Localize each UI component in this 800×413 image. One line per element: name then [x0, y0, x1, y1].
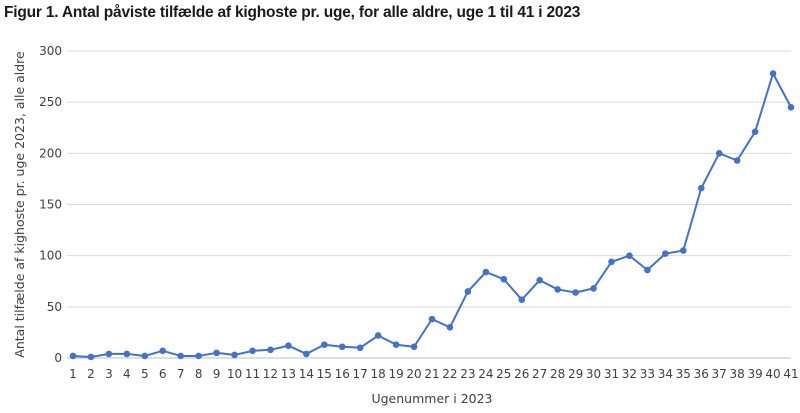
- x-tick-label: 35: [676, 367, 691, 381]
- x-tick-label: 25: [496, 367, 511, 381]
- chart-title: Figur 1. Antal påviste tilfælde af kigho…: [4, 4, 581, 21]
- y-tick-label: 250: [39, 95, 62, 109]
- data-point: [141, 352, 149, 360]
- data-point: [787, 103, 795, 111]
- data-point: [231, 351, 238, 359]
- data-point: [733, 157, 741, 164]
- data-point: [680, 247, 687, 254]
- x-tick-label: 10: [227, 367, 242, 381]
- series-line-group: [72, 72, 792, 358]
- data-point: [518, 296, 526, 303]
- data-point: [608, 258, 615, 266]
- x-tick-label: 4: [123, 367, 131, 381]
- y-axis-ticks: 0 50 100 150 200 250 300: [39, 44, 62, 365]
- x-tick-label: 21: [424, 367, 439, 381]
- data-point: [482, 268, 490, 276]
- data-point: [213, 349, 220, 357]
- data-point: [626, 252, 633, 259]
- x-tick-label: 29: [568, 367, 583, 381]
- data-point: [123, 350, 131, 358]
- data-point: [769, 70, 777, 77]
- data-point: [321, 341, 328, 348]
- data-point: [697, 184, 705, 192]
- x-tick-label: 3: [105, 367, 113, 381]
- y-tick-label: 150: [39, 198, 62, 212]
- data-point: [428, 315, 436, 323]
- series-line: [72, 72, 792, 358]
- x-axis-title: Ugenummer i 2023: [371, 391, 492, 406]
- x-tick-label: 14: [299, 367, 314, 381]
- x-tick-label: 37: [712, 367, 727, 381]
- data-point: [105, 350, 113, 358]
- y-tick-label: 0: [54, 351, 62, 365]
- x-tick-label: 8: [195, 367, 203, 381]
- data-point: [303, 350, 310, 358]
- data-point: [249, 347, 256, 355]
- x-tick-label: 31: [604, 367, 619, 381]
- y-tick-label: 200: [39, 146, 62, 160]
- x-tick-label: 13: [281, 367, 296, 381]
- data-point: [662, 250, 669, 257]
- data-point: [644, 266, 651, 274]
- x-tick-label: 40: [765, 367, 780, 381]
- x-tick-label: 11: [245, 367, 260, 381]
- x-tick-label: 24: [478, 367, 493, 381]
- x-tick-label: 7: [177, 367, 185, 381]
- data-point: [715, 150, 723, 157]
- x-tick-label: 36: [694, 367, 709, 381]
- data-point: [285, 342, 292, 350]
- x-tick-label: 34: [658, 367, 673, 381]
- x-tick-label: 17: [353, 367, 368, 381]
- data-point: [392, 341, 400, 348]
- data-point: [464, 288, 472, 295]
- data-point: [177, 352, 184, 360]
- data-point: [267, 346, 274, 354]
- x-tick-label: 23: [460, 367, 475, 381]
- x-tick-label: 38: [730, 367, 745, 381]
- x-tick-label: 2: [87, 367, 95, 381]
- data-point: [446, 324, 454, 331]
- data-point: [590, 285, 597, 292]
- data-points: [69, 70, 795, 361]
- y-tick-label: 50: [47, 300, 62, 314]
- data-point: [751, 128, 759, 136]
- x-tick-label: 32: [622, 367, 637, 381]
- x-tick-label: 12: [263, 367, 278, 381]
- data-point: [356, 344, 364, 352]
- x-tick-label: 22: [442, 367, 457, 381]
- x-tick-label: 41: [783, 367, 798, 381]
- x-tick-label: 1: [69, 367, 77, 381]
- x-tick-label: 28: [550, 367, 565, 381]
- x-tick-label: 16: [335, 367, 350, 381]
- data-point: [87, 353, 95, 361]
- x-tick-label: 18: [371, 367, 386, 381]
- y-tick-label: 100: [39, 249, 62, 263]
- y-tick-label: 300: [39, 44, 62, 58]
- x-tick-label: 6: [159, 367, 167, 381]
- x-tick-label: 5: [141, 367, 149, 381]
- data-point: [554, 286, 561, 293]
- gridlines: [67, 50, 791, 359]
- x-tick-label: 19: [388, 367, 403, 381]
- x-axis-ticks: 1 2 3 4 5 6 7 8 9 10 11 12 13 14 15 16 17 18 19 20 21 22 23 24 2…: [69, 367, 798, 381]
- data-point: [159, 347, 167, 355]
- data-point: [195, 352, 202, 360]
- x-tick-label: 33: [640, 367, 655, 381]
- data-point: [69, 352, 77, 360]
- data-point: [374, 332, 382, 339]
- data-point: [536, 276, 543, 284]
- data-point: [410, 343, 418, 351]
- x-tick-label: 26: [514, 367, 529, 381]
- x-tick-label: 27: [532, 367, 547, 381]
- x-tick-label: 30: [586, 367, 601, 381]
- data-point: [572, 289, 579, 296]
- y-axis-title: Antal tilfælde af kighoste pr. uge 2023,…: [12, 51, 27, 358]
- x-tick-label: 20: [406, 367, 421, 381]
- x-tick-label: 15: [317, 367, 332, 381]
- x-tick-label: 39: [747, 367, 762, 381]
- data-point: [338, 343, 346, 351]
- x-tick-label: 9: [213, 367, 221, 381]
- data-point: [500, 275, 508, 283]
